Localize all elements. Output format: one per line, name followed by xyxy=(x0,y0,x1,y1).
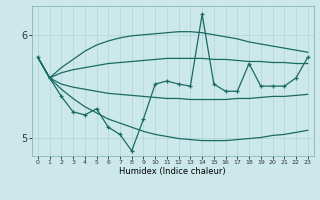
X-axis label: Humidex (Indice chaleur): Humidex (Indice chaleur) xyxy=(119,167,226,176)
